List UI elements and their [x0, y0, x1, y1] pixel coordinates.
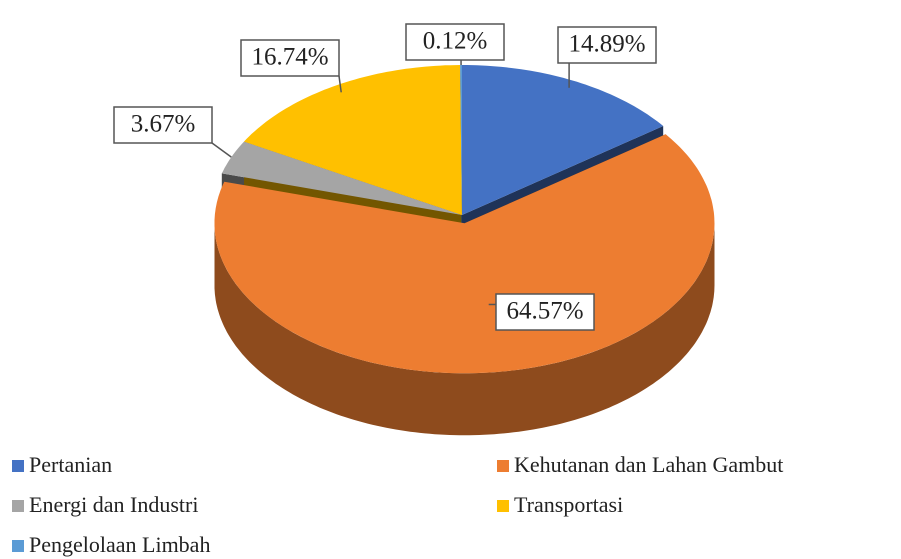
data-label: 0.12%: [423, 28, 488, 55]
label-box: [495, 293, 595, 331]
slice-side: [214, 223, 715, 436]
legend-swatch: [12, 460, 24, 472]
legend-label: Pertanian: [29, 452, 112, 477]
label-leader: [338, 75, 342, 93]
label-leader: [211, 142, 232, 158]
slice: [462, 65, 664, 215]
label-box: [405, 23, 505, 61]
legend-label: Energi dan Industri: [29, 492, 198, 517]
slice: [244, 65, 462, 215]
legend-label: Transportasi: [514, 492, 623, 517]
legend-swatch: [12, 540, 24, 552]
slice: [221, 141, 462, 215]
data-label: 16.74%: [251, 44, 328, 71]
sides: [214, 223, 715, 436]
legend-label: Pengelolaan Limbah: [29, 532, 210, 557]
data-label: 3.67%: [131, 111, 196, 138]
legend-label: Kehutanan dan Lahan Gambut: [514, 452, 783, 477]
legend-swatch: [497, 460, 509, 472]
legend-swatch: [497, 500, 509, 512]
legend-swatch: [12, 500, 24, 512]
data-label: 64.57%: [506, 298, 583, 325]
label-box: [240, 39, 340, 77]
label-box: [113, 106, 213, 144]
data-label: 14.89%: [568, 31, 645, 58]
slice: [460, 65, 462, 215]
label-box: [557, 26, 657, 64]
